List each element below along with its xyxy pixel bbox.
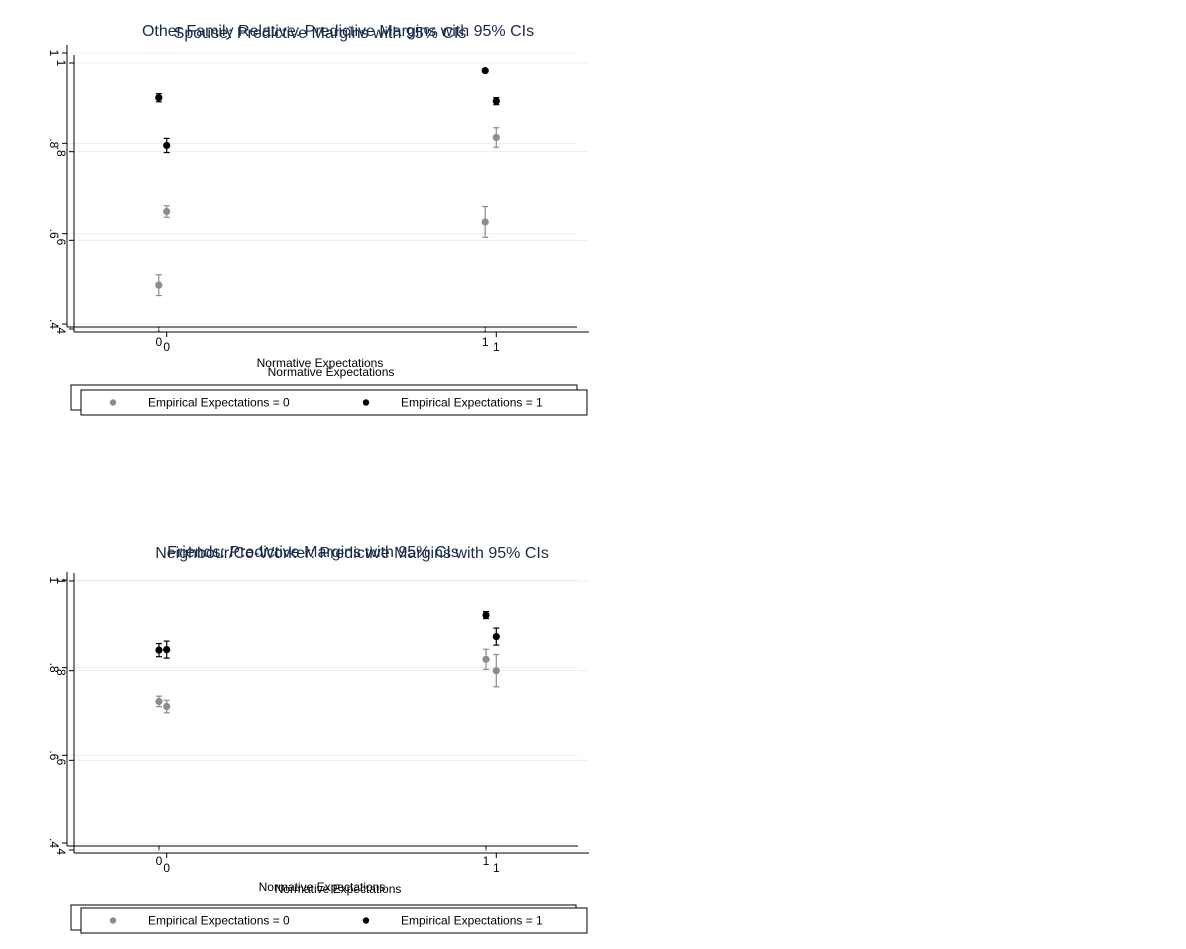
x-tick-label: 1 [483, 854, 490, 868]
data-point [492, 667, 500, 675]
legend-label: Empirical Expectations = 1 [401, 914, 543, 928]
x-tick-label: 1 [482, 335, 489, 349]
panel-neighbour-co-worker: Neighbour/Co-Worker: Predictive Margins … [54, 520, 1186, 949]
legend-marker [109, 399, 117, 406]
data-point [163, 702, 171, 711]
y-tick-label: .4 [47, 838, 61, 848]
legend-label: Empirical Expectations = 0 [148, 396, 290, 410]
y-tick-label: .4 [54, 845, 68, 855]
y-tick-label: .4 [47, 319, 61, 329]
data-point [492, 97, 500, 105]
y-tick-label: 1 [54, 578, 68, 585]
chart-group: Other Family Relative: Predictive Margin… [54, 23, 589, 416]
legend-box [80, 907, 588, 934]
data-point [155, 646, 163, 654]
x-tick-label: 1 [493, 861, 500, 875]
data-point [163, 207, 171, 216]
y-tick-label: .8 [54, 147, 68, 157]
legend-label: Empirical Expectations = 0 [148, 914, 290, 928]
chart-title: Neighbour/Co-Worker: Predictive Margins … [155, 545, 549, 562]
chart-title: Other Family Relative: Predictive Margin… [142, 23, 534, 40]
y-tick-label: 1 [54, 60, 68, 67]
data-point [492, 133, 500, 142]
x-axis-label: Normative Expectations [275, 882, 402, 896]
y-tick-label: .4 [54, 324, 68, 334]
panel-other-family-relative: Other Family Relative: Predictive Margin… [54, 0, 1186, 430]
data-point [155, 281, 163, 289]
chart-neighbour-co-worker: Neighbour/Co-Worker: Predictive Margins … [54, 545, 589, 934]
legend-label: Empirical Expectations = 1 [401, 396, 543, 410]
data-point [163, 645, 171, 654]
y-tick-label: .8 [47, 138, 61, 148]
data-point [482, 611, 490, 619]
x-tick-label: 1 [493, 340, 500, 354]
y-tick-label: .6 [54, 235, 68, 245]
data-point [155, 94, 163, 102]
y-tick-label: .6 [47, 750, 61, 760]
y-tick-label: .6 [47, 229, 61, 239]
legend-box [80, 389, 588, 416]
chart-title: Spouse: Predictive Margins with 95% CIs [174, 25, 467, 42]
x-axis-label: Normative Expectations [257, 356, 384, 370]
y-tick-label: 1 [47, 50, 61, 57]
chart-other-family-relative: Other Family Relative: Predictive Margin… [54, 23, 589, 416]
legend-marker [109, 917, 117, 924]
data-point [481, 218, 489, 226]
data-point [163, 141, 171, 150]
chart-title: Friends: Predictive Margins with 95% CIs [167, 544, 459, 561]
x-tick-label: 0 [163, 340, 170, 354]
x-axis-label: Normative Expectations [259, 880, 386, 894]
x-tick-label: 0 [163, 861, 170, 875]
chart-group: Neighbour/Co-Worker: Predictive Margins … [54, 545, 589, 934]
x-axis-label: Normative Expectations [268, 365, 395, 379]
legend-marker [362, 917, 370, 924]
data-point [492, 632, 500, 641]
legend-marker [362, 399, 370, 406]
y-tick-label: .6 [54, 755, 68, 765]
x-tick-label: 0 [155, 335, 162, 349]
data-point [482, 655, 490, 663]
x-tick-label: 0 [156, 854, 163, 868]
data-point [155, 697, 163, 706]
y-tick-label: .8 [54, 666, 68, 676]
y-tick-label: .8 [47, 663, 61, 673]
data-point [481, 67, 489, 75]
y-tick-label: 1 [47, 577, 61, 584]
